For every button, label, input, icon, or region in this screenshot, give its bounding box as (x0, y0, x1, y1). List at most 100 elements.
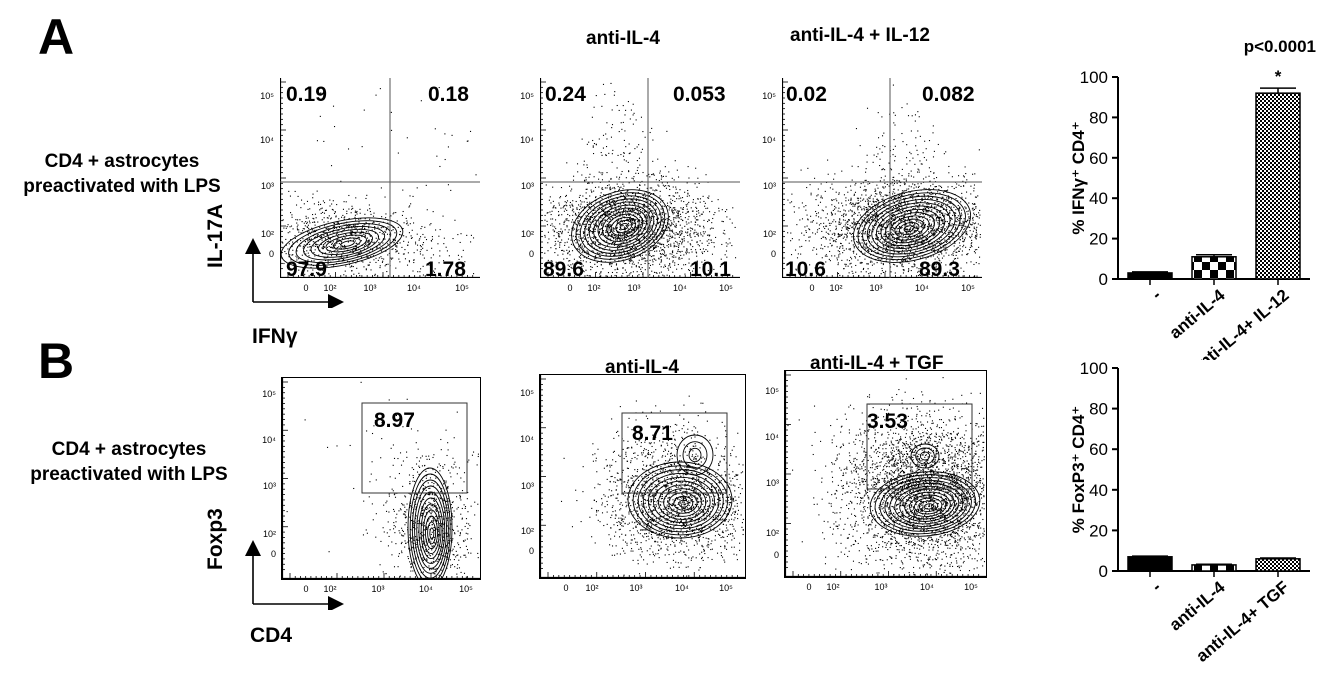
y-axis-label-b: Foxp3 (204, 508, 227, 570)
x-tick-label: 10⁴ (915, 283, 929, 293)
y-tick-label: 10² (762, 229, 776, 239)
x-tick-label: 10³ (363, 283, 377, 293)
category-label: - (1148, 286, 1165, 304)
y-tick-label: 10⁴ (520, 434, 534, 444)
x-tick-label: 10⁵ (719, 583, 733, 593)
category-label: - (1148, 578, 1165, 596)
quadrant-ur-a2: 0.053 (673, 83, 726, 106)
gate-value-b1: 8.97 (374, 409, 415, 432)
flow-plot-b-anti-il4-tgf: 10⁵ 10⁴ 10³ 10² 0 0 10² 10³ 10⁴ 10⁵ 3.53 (765, 370, 987, 592)
flow-plot-canvas (782, 78, 982, 278)
flow-plot-canvas (540, 78, 740, 278)
y-tick-label: 10³ (765, 478, 779, 488)
y-tick-label: 10² (262, 529, 276, 539)
y-tick-label: 10⁴ (260, 135, 274, 145)
y-tick-label: 10⁴ (762, 135, 776, 145)
quadrant-ur-a3: 0.082 (922, 83, 975, 106)
y-tick-label: 20 (1089, 230, 1108, 249)
y-tick-label: 10⁵ (765, 386, 779, 396)
y-tick-label: 0 (1099, 562, 1108, 581)
x-tick-label: 10⁴ (407, 283, 421, 293)
flow-plot-canvas (540, 375, 745, 578)
y-tick-label: 0 (1099, 270, 1108, 289)
significance-marker: * (1275, 67, 1282, 86)
x-tick-label: 10² (323, 584, 337, 594)
x-axis-label-b: CD4 (250, 624, 293, 647)
y-tick-label: 10² (765, 528, 779, 538)
x-tick-label: 10⁴ (419, 584, 433, 594)
y-tick-label: 80 (1089, 400, 1108, 419)
y-tick-label: 60 (1089, 440, 1108, 459)
y-tick-label: 10⁵ (762, 91, 776, 101)
y-tick-label: 0 (773, 550, 779, 560)
x-tick-label: 10² (323, 283, 337, 293)
y-axis-label-a: IL-17A (204, 203, 227, 268)
quadrant-ll-a3: 10.6 (785, 258, 826, 281)
y-tick-label: 10⁴ (765, 432, 779, 442)
y-tick-label: 80 (1089, 108, 1108, 127)
y-tick-label: 0 (268, 249, 274, 259)
x-tick-label: 10² (826, 582, 840, 592)
flow-plot-canvas (785, 371, 986, 577)
quadrant-lr-a2: 10.1 (690, 258, 731, 281)
x-tick-label: 0 (806, 582, 812, 592)
quadrant-ul-a1: 0.19 (286, 83, 327, 106)
axis-arrows-b (245, 540, 344, 610)
x-tick-label: 10⁴ (675, 583, 689, 593)
y-tick-label: 10⁵ (520, 91, 534, 101)
quadrant-ll-a2: 89.6 (543, 258, 584, 281)
gate-value-b2: 8.71 (632, 422, 673, 445)
plot-title-b-2: anti-IL-4 (605, 357, 679, 378)
bar (1127, 272, 1173, 280)
axis-arrows-a (245, 238, 344, 308)
quadrant-lr-a3: 89.3 (919, 258, 960, 281)
flow-plot-b-anti-il4: 10⁵ 10⁴ 10³ 10² 0 0 10² 10³ 10⁴ 10⁵ 8.71 (520, 374, 746, 593)
error-bar (1196, 254, 1232, 285)
y-tick-label: 10⁵ (260, 91, 274, 101)
error-bar (1132, 271, 1168, 285)
error-bar (1132, 555, 1168, 577)
panel-letter-a: A (38, 9, 75, 65)
error-bar (1196, 563, 1232, 577)
x-tick-label: 0 (303, 584, 309, 594)
quadrant-ul-a2: 0.24 (545, 83, 586, 106)
bar (1255, 92, 1301, 280)
x-tick-label: 10⁴ (673, 283, 687, 293)
y-axis-label: % IFNγ⁺ CD4⁺ (1069, 121, 1088, 234)
y-tick-label: 0 (528, 249, 534, 259)
y-tick-label: 10³ (260, 181, 274, 191)
quadrant-ll-a1: 97.9 (286, 258, 327, 281)
gate-value-b3: 3.53 (867, 410, 908, 433)
plot-title-a-2: anti-IL-4 (586, 28, 660, 49)
y-tick-label: 40 (1089, 481, 1108, 500)
y-tick-label: 60 (1089, 149, 1108, 168)
x-tick-label: 0 (567, 283, 573, 293)
x-tick-label: 0 (563, 583, 569, 593)
x-tick-label: 10² (829, 283, 843, 293)
quadrant-ul-a3: 0.02 (786, 83, 827, 106)
row-label-b: CD4 + astrocytes preactivated with LPS (30, 439, 228, 485)
plot-title-a-3: anti-IL-4 + IL-12 (790, 25, 930, 46)
y-tick-label: 0 (528, 546, 534, 556)
y-tick-label: 40 (1089, 189, 1108, 208)
flow-plot-a-control: 10⁵ 10⁴ 10³ 10² 0 0 10² 10³ 10⁴ 10⁵ 0.19 0.18 97.9 1.… (260, 78, 480, 293)
x-tick-label: 10⁵ (961, 283, 975, 293)
category-label: anti-IL-4 (1166, 285, 1229, 342)
x-tick-label: 10³ (874, 582, 888, 592)
y-tick-label: 10² (520, 526, 534, 536)
y-tick-label: 100 (1080, 359, 1108, 378)
x-tick-label: 10³ (627, 283, 641, 293)
x-tick-label: 10⁵ (964, 582, 978, 592)
x-tick-label: 10³ (371, 584, 385, 594)
y-tick-label: 10⁴ (520, 135, 534, 145)
y-tick-label: 10³ (520, 181, 534, 191)
y-tick-label: 10² (260, 229, 274, 239)
quadrant-lr-a1: 1.78 (425, 258, 466, 281)
x-tick-label: 10² (585, 583, 599, 593)
flow-plot-canvas (282, 378, 480, 579)
panel-letter-b: B (38, 333, 75, 389)
y-tick-label: 10³ (762, 181, 776, 191)
error-bar (1260, 87, 1296, 285)
